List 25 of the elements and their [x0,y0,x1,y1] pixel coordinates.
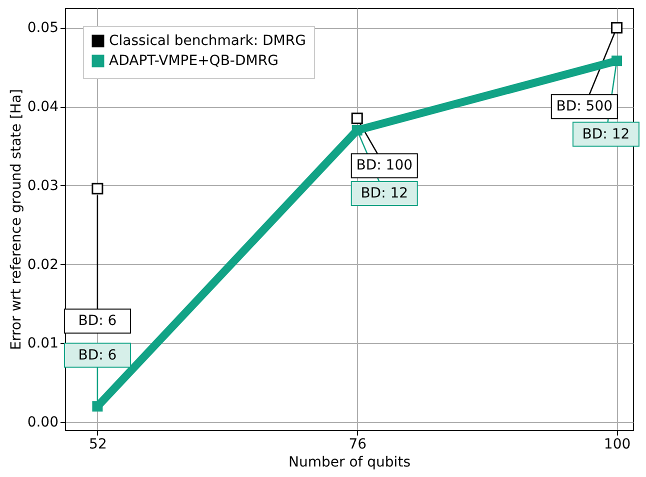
x-tick-label: 52 [89,436,107,452]
annotation: BD: 12 [360,186,408,202]
y-tick-label: 0.00 [27,414,58,431]
y-tick-label: 0.03 [27,178,58,194]
x-axis-title: Number of qubits [288,454,410,470]
y-tick-label: 0.02 [27,256,58,273]
point [611,22,623,34]
point [351,112,363,124]
annotation: BD: 500 [556,98,613,115]
x-tick-label: 100 [604,436,631,452]
annotation: BD: 12 [582,126,630,142]
point [352,125,362,136]
y-tick-label: 0.05 [27,20,58,36]
legend-label: Classical benchmark: DMRG [109,33,306,49]
y-tick-label: 0.04 [27,99,59,116]
annotation: BD: 100 [356,158,413,174]
x-tick-label: 76 [348,436,367,452]
y-tick-label: 0.01 [27,336,58,352]
annotation: BD: 6 [78,347,117,364]
point [92,182,104,194]
point [612,56,622,66]
y-axis-title: Error wrt reference ground state [Ha] [8,89,24,350]
annotation: BD: 6 [78,313,117,330]
legend-label: ADAPT-VMPE+QB-DMRG [109,53,278,69]
point [92,401,103,412]
